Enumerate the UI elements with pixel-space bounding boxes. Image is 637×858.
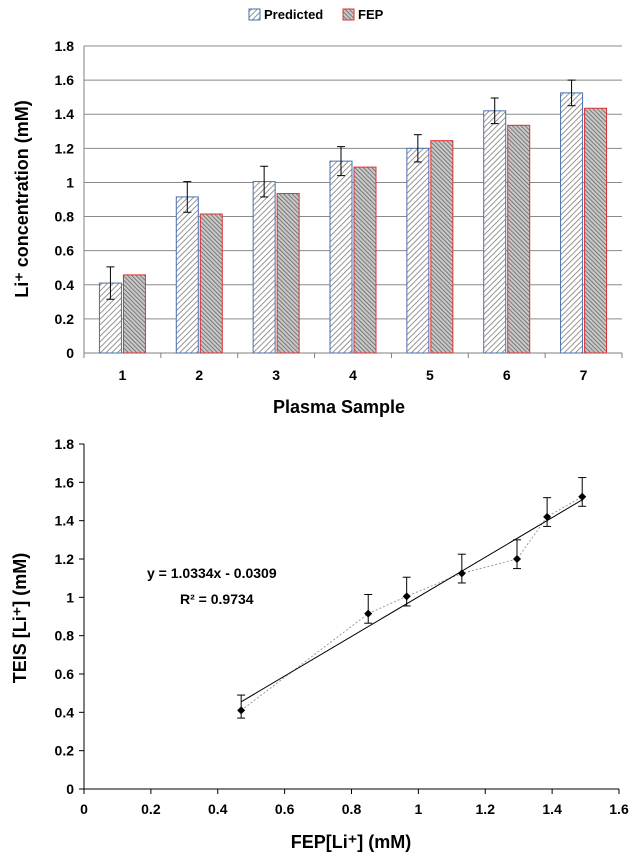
scatter-point <box>402 592 411 601</box>
scatter-chart: 0 0.2 0.4 0.6 0.8 1 1.2 1.4 1.6 1.8 0 0.2 0.4 0.6 0.8 1… <box>10 436 629 852</box>
bar-x-tick-label: 3 <box>272 367 280 383</box>
bar-fep <box>199 213 223 354</box>
bar-predicted <box>406 147 430 354</box>
bar-y-axis-title: Li⁺ concentration (mM) <box>12 100 32 298</box>
scatter-x-tick-label: 0.8 <box>342 801 362 817</box>
scatter-x-tick-label: 0 <box>80 801 88 817</box>
bar-x-axis-title: Plasma Sample <box>273 397 405 417</box>
scatter-point <box>237 706 246 715</box>
bar-fep <box>276 193 300 354</box>
bar-gridlines <box>84 45 622 320</box>
scatter-y-tick-label: 0.8 <box>55 628 75 644</box>
bar-fep <box>353 166 377 354</box>
bar-y-tick-label: 1.6 <box>55 72 75 88</box>
scatter-marks <box>237 477 587 719</box>
bar-fep <box>507 124 531 354</box>
bar-fep <box>584 107 608 354</box>
fit-equation: y = 1.0334x - 0.0309 <box>147 565 277 581</box>
bar-axes <box>83 46 623 358</box>
bar-y-tick-label: 0.8 <box>55 209 75 225</box>
scatter-point <box>364 609 373 618</box>
scatter-point <box>513 555 522 563</box>
scatter-y-tick-label: 0.2 <box>55 743 75 759</box>
bar-x-tick-label: 1 <box>119 367 127 383</box>
scatter-x-tick-label: 0.4 <box>208 801 228 817</box>
scatter-x-tick-label: 0.6 <box>275 801 295 817</box>
bar-y-tick-label: 0 <box>66 345 74 361</box>
bar-x-tick-label: 6 <box>503 367 511 383</box>
bar-y-tick-label: 1.2 <box>55 140 75 156</box>
scatter-axes <box>79 443 620 794</box>
legend-swatch-fep <box>342 8 355 21</box>
bar-predicted <box>483 110 507 354</box>
bar-y-tick-label: 1 <box>66 174 74 190</box>
bar-x-tick-label: 2 <box>195 367 203 383</box>
bar-y-tick-label: 0.4 <box>55 277 75 293</box>
legend-swatch-predicted <box>248 8 261 21</box>
bar-predicted <box>329 160 353 354</box>
scatter-x-tick-label: 0.2 <box>141 801 161 817</box>
scatter-y-tick-label: 1.2 <box>55 551 75 567</box>
scatter-y-tick-label: 1.6 <box>55 474 75 490</box>
fit-r-squared: R² = 0.9734 <box>180 591 254 607</box>
legend: Predicted FEP <box>248 7 384 22</box>
scatter-y-tick-label: 1 <box>66 589 74 605</box>
bar-predicted <box>175 196 199 354</box>
scatter-point <box>578 492 587 501</box>
scatter-tick-labels: 0 0.2 0.4 0.6 0.8 1 1.2 1.4 1.6 1.8 0 0.2 0.4 0.6 0.8 1… <box>55 436 629 817</box>
scatter-y-tick-label: 1.4 <box>55 513 75 529</box>
bar-fep <box>122 274 146 354</box>
bar-x-tick-label: 7 <box>580 367 588 383</box>
bar-predicted <box>560 92 584 354</box>
scatter-x-tick-label: 1.2 <box>476 801 496 817</box>
scatter-point <box>457 569 466 578</box>
scatter-y-tick-label: 1.8 <box>55 436 75 452</box>
bar-x-tick-label: 4 <box>349 367 357 383</box>
scatter-y-tick-label: 0.6 <box>55 666 75 682</box>
scatter-x-tick-label: 1.6 <box>609 801 629 817</box>
scatter-y-tick-label: 0.4 <box>55 704 75 720</box>
scatter-point <box>543 512 552 521</box>
bar-tick-labels: 0 0.2 0.4 0.6 0.8 1 1.2 1.4 1.6 1.8 1 2 3 4 5 6 7 <box>55 38 588 383</box>
bar-y-tick-label: 1.4 <box>55 106 75 122</box>
scatter-y-tick-label: 0 <box>66 781 74 797</box>
scatter-x-tick-label: 1 <box>414 801 422 817</box>
bar-predicted <box>252 181 276 354</box>
bar-x-tick-label: 5 <box>426 367 434 383</box>
scatter-y-axis-title: TEIS [Li⁺] (mM) <box>10 553 30 683</box>
bar-y-tick-label: 0.2 <box>55 311 75 327</box>
bar-y-tick-label: 1.8 <box>55 38 75 54</box>
bar-y-tick-label: 0.6 <box>55 243 75 259</box>
trendline <box>240 499 583 703</box>
bar-fep <box>430 140 454 354</box>
scatter-x-tick-label: 1.4 <box>542 801 562 817</box>
bar-bars <box>98 79 608 354</box>
legend-label-fep: FEP <box>358 7 384 22</box>
bar-chart: 0 0.2 0.4 0.6 0.8 1 1.2 1.4 1.6 1.8 1 2 3 4 5 6 7 Predic… <box>12 7 623 417</box>
connecting-line <box>240 496 583 711</box>
scatter-x-axis-title: FEP[Li⁺] (mM) <box>291 832 411 852</box>
legend-label-predicted: Predicted <box>264 7 323 22</box>
